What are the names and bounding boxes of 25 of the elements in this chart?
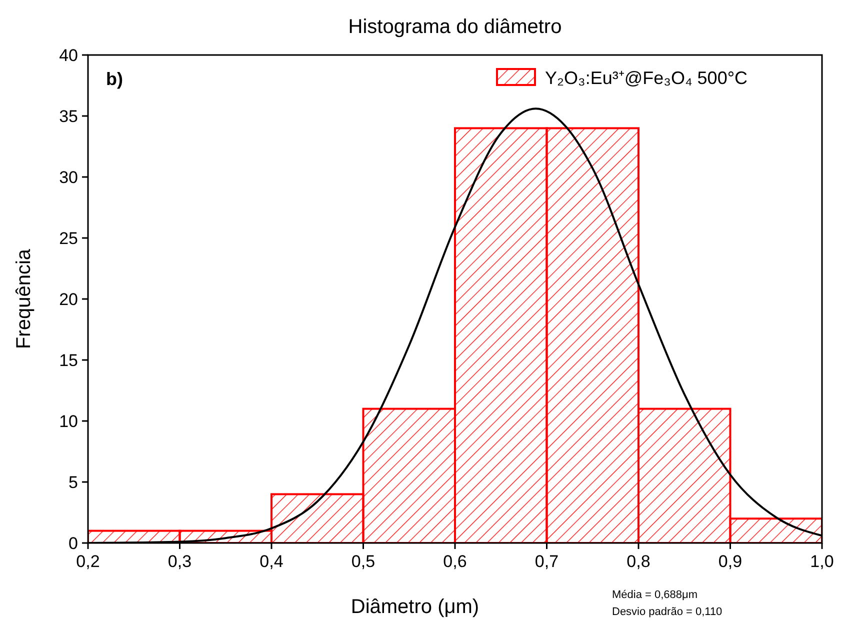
x-tick-label: 0,5 <box>351 552 376 571</box>
y-tick-label: 40 <box>59 46 78 65</box>
y-tick-label: 20 <box>59 290 78 309</box>
y-tick-label: 30 <box>59 168 78 187</box>
x-tick-label: 0,6 <box>443 552 467 571</box>
chart-title: Histograma do diâmetro <box>348 16 562 38</box>
y-tick-label: 10 <box>59 412 78 431</box>
y-axis-title: Frequência <box>13 248 35 350</box>
x-tick-label: 0,8 <box>626 552 650 571</box>
y-tick-label: 15 <box>59 351 78 370</box>
legend-label: Y₂O₃:Eu³⁺@Fe₃O₄ 500°C <box>545 68 748 88</box>
annotation: b) <box>106 69 123 89</box>
x-tick-label: 0,9 <box>718 552 742 571</box>
text: Desvio padrão = 0,110 <box>612 606 722 618</box>
x-tick-label: 0,4 <box>260 552 284 571</box>
y-tick-label: 35 <box>59 107 78 126</box>
x-axis-title: Diâmetro (μm) <box>350 596 480 618</box>
y-tick-label: 5 <box>68 473 78 492</box>
x-tick-label: 1,0 <box>810 552 834 571</box>
y-tick-label: 25 <box>59 229 78 248</box>
x-tick-label: 0,2 <box>76 552 100 571</box>
x-tick-label: 0,7 <box>534 552 559 571</box>
x-tick-label: 0,3 <box>168 552 192 571</box>
text: Média = 0,688μm <box>612 589 698 601</box>
y-tick-label: 0 <box>68 534 78 553</box>
